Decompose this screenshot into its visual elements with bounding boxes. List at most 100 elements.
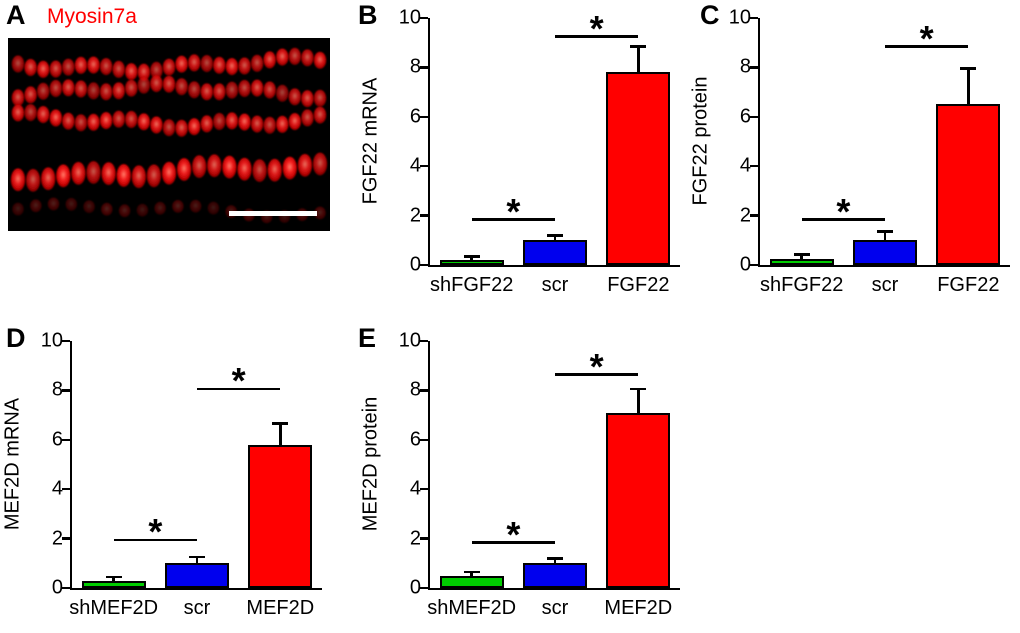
hair-cell [49, 60, 63, 78]
error-bar [967, 69, 970, 105]
y-tick-mark [420, 263, 428, 267]
hair-cell [131, 165, 146, 189]
hair-cell [11, 104, 25, 122]
hair-cell [237, 157, 252, 181]
significance-line [113, 538, 197, 542]
error-bar-cap [793, 253, 810, 256]
hair-cell [225, 112, 239, 130]
chart-mef2d-mrna: MEF2D mRNA 0 2 4 6 8 10 shMEF2D scr MEF2D * * [0, 330, 335, 633]
hair-cell [24, 86, 37, 104]
hair-cell [99, 58, 113, 76]
scale-bar [229, 211, 317, 216]
hair-cell [297, 153, 313, 177]
bar-scr [853, 240, 917, 265]
hair-cell [24, 104, 37, 122]
y-tick-label: 10 [40, 329, 63, 352]
hair-cell [213, 56, 226, 74]
hair-cell [150, 116, 163, 134]
error-bar [637, 47, 640, 73]
y-tick-mark [750, 214, 758, 217]
bar-shmef2d [81, 580, 146, 588]
error-bar-cap [960, 67, 977, 70]
hair-cell [150, 75, 163, 93]
hair-cell [175, 55, 188, 73]
hair-cell [175, 119, 188, 137]
hair-cell [301, 90, 314, 108]
x-category-label: shFGF22 [759, 274, 844, 296]
bar-shfgf22 [439, 260, 504, 265]
error-bar-cap [189, 555, 205, 559]
hair-cell [200, 115, 214, 133]
y-tick-label: 6 [409, 428, 421, 451]
hair-cell [25, 168, 41, 192]
hair-cell [213, 83, 226, 101]
hair-cell [288, 88, 302, 106]
y-tick-mark [750, 115, 758, 119]
hair-cell [238, 79, 251, 98]
plot-area-fgf22-mrna: 0 2 4 6 8 10 shFGF22 scr FGF22 * * [399, 7, 680, 296]
y-tick-label: 0 [739, 253, 751, 276]
y-tick-label: 6 [409, 105, 421, 128]
plot-area-mef2d-protein: 0 2 4 6 8 10 shMEF2D scr MEF2D * * [399, 330, 680, 619]
hair-cell [87, 56, 100, 74]
hair-cell [86, 161, 101, 184]
hair-cell [87, 82, 100, 100]
bar-fgf22 [606, 72, 671, 265]
plot-area-fgf22-protein: 0 2 4 6 8 10 shFGF22 scr FGF22 * * [729, 7, 1010, 296]
hair-cell [11, 89, 25, 107]
y-axis-title: MEF2D mRNA [1, 397, 24, 531]
hair-cell [101, 202, 113, 216]
hair-cell [288, 113, 302, 131]
hair-cell [74, 80, 88, 98]
bar-scr [523, 563, 587, 588]
error-bar [470, 573, 473, 576]
hair-cell [313, 106, 327, 124]
x-category-label: MEF2D [246, 597, 315, 619]
error-bar [279, 425, 282, 445]
hair-cell [222, 155, 237, 179]
y-tick-mark [62, 487, 70, 491]
significance-line [555, 35, 639, 38]
x-category-label: MEF2D [604, 597, 673, 619]
hair-cell [314, 206, 326, 220]
y-tick-label: 6 [51, 428, 63, 451]
hair-cell [162, 75, 176, 93]
hair-cell [12, 202, 24, 216]
hair-cell [136, 203, 149, 217]
hair-cell [175, 78, 188, 96]
hair-cell [62, 112, 75, 130]
hair-cell [187, 118, 201, 136]
hair-cell [56, 164, 71, 188]
hair-cell [24, 58, 37, 77]
hair-cell [62, 79, 75, 97]
y-axis-title: FGF22 mRNA [359, 77, 382, 205]
y-tick-label: 0 [51, 576, 63, 599]
bar-mef2d [606, 412, 671, 588]
y-tick-mark [420, 214, 428, 217]
hair-cell [282, 156, 297, 180]
hair-cell [74, 114, 88, 132]
hair-cell [65, 197, 78, 211]
bar-scr [523, 240, 587, 265]
plot-area-mef2d-mrna: 0 2 4 6 8 10 shMEF2D scr MEF2D * * [41, 330, 322, 619]
hair-cell [125, 79, 138, 97]
hair-cell [62, 58, 75, 76]
y-tick-label: 0 [409, 576, 421, 599]
panel-d-letter: D [6, 323, 26, 353]
hair-cell [313, 51, 327, 69]
hair-cell [267, 158, 282, 182]
hair-cell [49, 79, 63, 98]
error-bar-cap [105, 575, 122, 579]
y-tick-mark [420, 586, 428, 590]
hair-cell [207, 154, 222, 178]
hair-cell [238, 113, 251, 131]
hair-cell [71, 161, 86, 185]
hair-cell [112, 60, 125, 78]
y-tick-mark [420, 438, 428, 442]
y-tick-mark [62, 339, 70, 343]
error-bar-cap [547, 557, 563, 560]
y-tick-label: 8 [409, 378, 421, 401]
hair-cell [137, 76, 151, 94]
hair-cell [116, 164, 131, 187]
significance-asterisk: * [506, 513, 521, 555]
